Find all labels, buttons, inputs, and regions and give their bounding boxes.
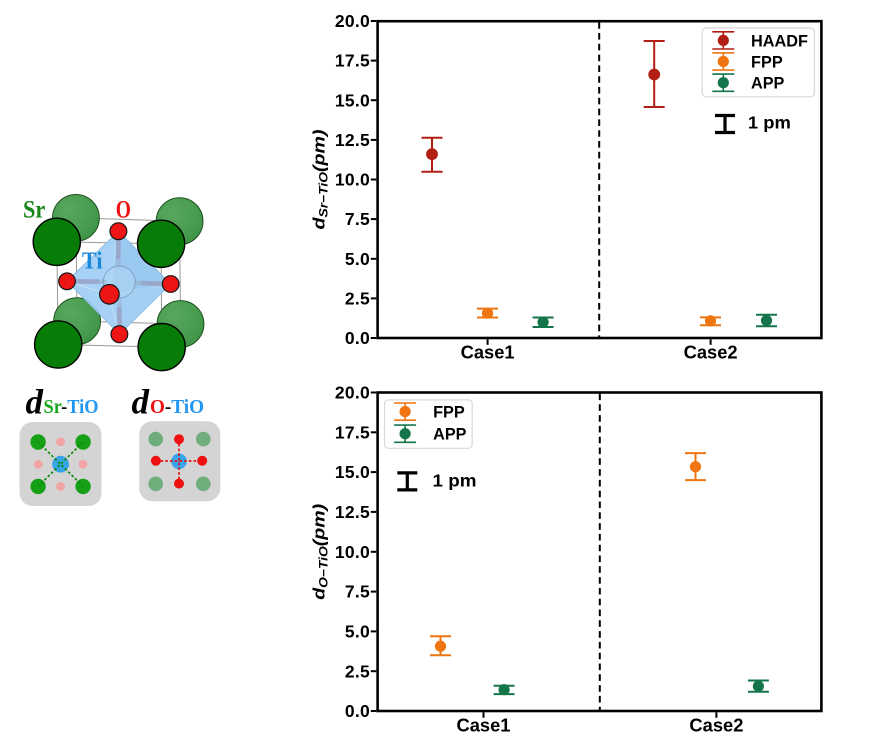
svg-text:O: O	[116, 195, 131, 223]
svg-text:10.0: 10.0	[335, 170, 370, 190]
svg-text:HAADF: HAADF	[751, 31, 808, 50]
svg-text:10.0: 10.0	[335, 542, 370, 562]
svg-text:7.5: 7.5	[345, 582, 370, 602]
svg-text:2.5: 2.5	[345, 289, 370, 309]
svg-text:15.0: 15.0	[335, 90, 370, 110]
svg-text:17.5: 17.5	[335, 422, 370, 442]
svg-text:APP: APP	[751, 74, 784, 93]
svg-text:Case2: Case2	[689, 716, 743, 736]
svg-text:Case1: Case1	[461, 343, 515, 363]
svg-text:0.0: 0.0	[345, 328, 370, 348]
svg-text:17.5: 17.5	[335, 51, 370, 71]
svg-text:Ti: Ti	[82, 249, 103, 275]
svg-text:FPP: FPP	[433, 403, 465, 422]
svg-text:1 pm: 1 pm	[748, 113, 791, 133]
svg-text:FPP: FPP	[751, 53, 783, 72]
svg-text:d: d	[26, 383, 44, 422]
svg-text:d: d	[132, 383, 150, 422]
svg-text:7.5: 7.5	[345, 209, 370, 229]
svg-text:APP: APP	[433, 425, 466, 444]
svg-text:20.0: 20.0	[335, 383, 370, 403]
svg-text:Case2: Case2	[684, 343, 738, 363]
svg-text:0.0: 0.0	[345, 701, 370, 721]
svg-text:5.0: 5.0	[345, 249, 370, 269]
svg-text:Sr: Sr	[23, 196, 45, 223]
svg-text:15.0: 15.0	[335, 462, 370, 482]
svg-text:12.5: 12.5	[335, 130, 370, 150]
svg-text:O-TiO: O-TiO	[150, 396, 204, 418]
svg-text:Case1: Case1	[457, 716, 511, 736]
svg-text:2.5: 2.5	[345, 661, 370, 681]
svg-text:Sr-TiO: Sr-TiO	[44, 396, 99, 418]
svg-text:12.5: 12.5	[335, 502, 370, 522]
svg-text:1 pm: 1 pm	[433, 471, 477, 491]
svg-text:5.0: 5.0	[345, 622, 370, 642]
svg-text:20.0: 20.0	[335, 11, 370, 31]
